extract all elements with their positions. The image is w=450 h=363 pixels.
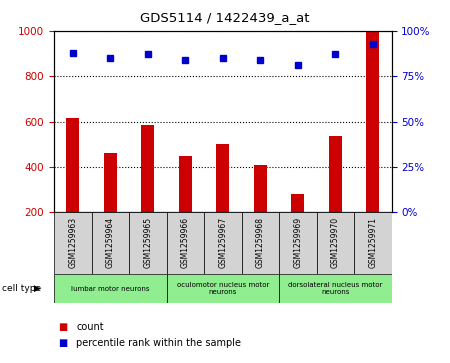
Bar	[141, 125, 154, 258]
Text: GSM1259969: GSM1259969	[293, 217, 302, 268]
Text: ▶: ▶	[34, 284, 40, 293]
Text: lumbar motor neurons: lumbar motor neurons	[71, 286, 149, 291]
Bar	[316, 212, 354, 274]
Text: percentile rank within the sample: percentile rank within the sample	[76, 338, 242, 348]
Bar	[279, 212, 316, 274]
Text: GSM1259970: GSM1259970	[331, 217, 340, 268]
Text: GSM1259965: GSM1259965	[143, 217, 152, 268]
Bar	[328, 136, 342, 258]
Text: ■: ■	[58, 322, 68, 332]
Text: GSM1259966: GSM1259966	[181, 217, 190, 268]
Bar	[242, 212, 279, 274]
Bar	[216, 144, 230, 258]
Bar	[204, 212, 242, 274]
Text: count: count	[76, 322, 104, 332]
Bar	[366, 31, 379, 258]
Text: GSM1259971: GSM1259971	[368, 217, 377, 268]
Bar	[166, 212, 204, 274]
Bar	[166, 274, 279, 303]
Text: GSM1259964: GSM1259964	[106, 217, 115, 268]
Text: ■: ■	[58, 338, 68, 348]
Text: GSM1259968: GSM1259968	[256, 217, 265, 268]
Bar	[254, 165, 267, 258]
Text: oculomotor nucleus motor
neurons: oculomotor nucleus motor neurons	[176, 282, 269, 295]
Text: GSM1259963: GSM1259963	[68, 217, 77, 268]
Bar	[291, 194, 304, 258]
Bar	[104, 153, 117, 258]
Bar	[66, 118, 79, 258]
Bar	[179, 156, 192, 258]
Bar	[91, 212, 129, 274]
Text: GDS5114 / 1422439_a_at: GDS5114 / 1422439_a_at	[140, 11, 310, 24]
Text: dorsolateral nucleus motor
neurons: dorsolateral nucleus motor neurons	[288, 282, 382, 295]
Text: cell type: cell type	[2, 284, 41, 293]
Bar	[54, 212, 91, 274]
Bar	[354, 212, 392, 274]
Bar	[54, 274, 166, 303]
Bar	[129, 212, 166, 274]
Text: GSM1259967: GSM1259967	[218, 217, 227, 268]
Bar	[279, 274, 392, 303]
